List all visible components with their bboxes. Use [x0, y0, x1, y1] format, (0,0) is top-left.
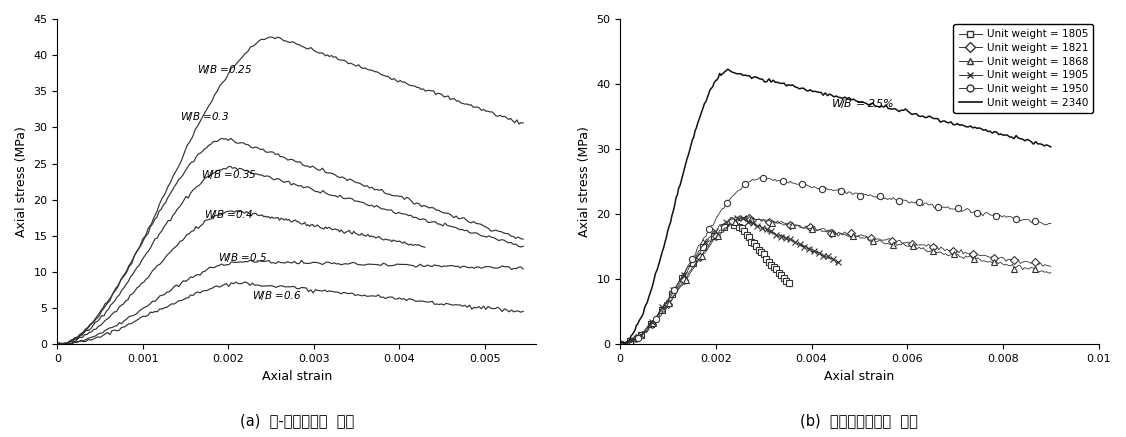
Unit weight = 1805 [775, 273, 788, 278]
Text: $W\!/B$ =0.5: $W\!/B$ =0.5 [218, 251, 267, 264]
Unit weight = 1821 [1044, 264, 1057, 269]
Unit weight = 2340 [1044, 144, 1057, 149]
Text: $W\!/B$ = 25%: $W\!/B$ = 25% [831, 97, 893, 110]
Unit weight = 1805 [699, 243, 713, 248]
Unit weight = 1950 [615, 342, 628, 347]
Unit weight = 1868 [998, 262, 1011, 267]
Unit weight = 1805 [784, 284, 797, 290]
Line: Unit weight = 1868: Unit weight = 1868 [617, 213, 1054, 348]
Unit weight = 1805 [667, 291, 680, 296]
Unit weight = 2340 [721, 66, 734, 72]
Line: Unit weight = 1950: Unit weight = 1950 [617, 174, 1054, 347]
Text: (a)  물-결합재비의  영향: (a) 물-결합재비의 영향 [240, 413, 354, 428]
Line: Unit weight = 1905: Unit weight = 1905 [617, 213, 843, 348]
Text: $W\!/B$ =0.6: $W\!/B$ =0.6 [252, 289, 302, 302]
Text: $W\!/B$ =0.25: $W\!/B$ =0.25 [197, 63, 252, 76]
Unit weight = 1868 [708, 237, 722, 242]
Unit weight = 1868 [1044, 270, 1057, 275]
Unit weight = 1950 [1001, 214, 1015, 219]
Unit weight = 1950 [821, 187, 834, 192]
Unit weight = 1950 [614, 342, 627, 347]
Unit weight = 1950 [718, 202, 732, 208]
Unit weight = 1821 [998, 256, 1011, 261]
Text: $W\!/B$ =0.4: $W\!/B$ =0.4 [205, 208, 253, 221]
Line: Unit weight = 1805: Unit weight = 1805 [617, 220, 793, 347]
Unit weight = 1868 [614, 342, 627, 347]
Unit weight = 1868 [860, 234, 874, 239]
Unit weight = 1905 [833, 259, 847, 264]
Unit weight = 1805 [742, 235, 756, 240]
Unit weight = 1905 [756, 225, 769, 230]
X-axis label: Axial strain: Axial strain [261, 370, 332, 383]
Unit weight = 1950 [757, 175, 770, 180]
Unit weight = 2340 [793, 86, 806, 91]
Unit weight = 1950 [1044, 221, 1057, 226]
Unit weight = 1905 [772, 234, 786, 239]
Unit weight = 1821 [860, 234, 874, 239]
Unit weight = 1868 [672, 286, 686, 291]
Unit weight = 1868 [861, 238, 875, 243]
Unit weight = 1821 [614, 342, 627, 347]
Unit weight = 1905 [734, 214, 748, 219]
Unit weight = 1805 [751, 246, 765, 252]
Line: Unit weight = 2340: Unit weight = 2340 [620, 69, 1051, 344]
Unit weight = 1905 [614, 342, 627, 347]
Line: Unit weight = 1821: Unit weight = 1821 [617, 213, 1054, 347]
Unit weight = 1868 [810, 228, 823, 233]
Unit weight = 1821 [807, 223, 821, 229]
Unit weight = 1950 [679, 267, 692, 272]
Text: $W\!/B$ =0.3: $W\!/B$ =0.3 [180, 110, 229, 123]
Unit weight = 1868 [742, 214, 756, 219]
Unit weight = 1905 [772, 232, 786, 237]
Unit weight = 1905 [701, 236, 715, 242]
Unit weight = 1905 [668, 287, 681, 292]
Unit weight = 1805 [751, 246, 765, 251]
Unit weight = 2340 [662, 223, 676, 229]
Unit weight = 2340 [847, 97, 860, 102]
Unit weight = 1905 [817, 255, 831, 260]
Unit weight = 1950 [872, 196, 885, 201]
Unit weight = 1821 [858, 233, 872, 239]
Unit weight = 1805 [731, 220, 744, 225]
Unit weight = 2340 [994, 132, 1008, 137]
X-axis label: Axial strain: Axial strain [824, 370, 894, 383]
Unit weight = 1950 [869, 194, 883, 199]
Unit weight = 2340 [692, 117, 706, 122]
Y-axis label: Axial stress (MPa): Axial stress (MPa) [15, 126, 28, 237]
Unit weight = 1821 [706, 237, 720, 242]
Y-axis label: Axial stress (MPa): Axial stress (MPa) [578, 126, 591, 237]
Unit weight = 2340 [849, 98, 863, 103]
Unit weight = 1821 [740, 213, 753, 218]
Text: (b)  단위용적중량의  영향: (b) 단위용적중량의 영향 [801, 413, 919, 428]
Unit weight = 1805 [614, 342, 627, 347]
Text: $W\!/B$ =0.35: $W\!/B$ =0.35 [200, 168, 257, 181]
Unit weight = 1821 [671, 287, 685, 292]
Unit weight = 2340 [614, 342, 627, 347]
Legend: Unit weight = 1805, Unit weight = 1821, Unit weight = 1868, Unit weight = 1905, : Unit weight = 1805, Unit weight = 1821, … [954, 24, 1093, 113]
